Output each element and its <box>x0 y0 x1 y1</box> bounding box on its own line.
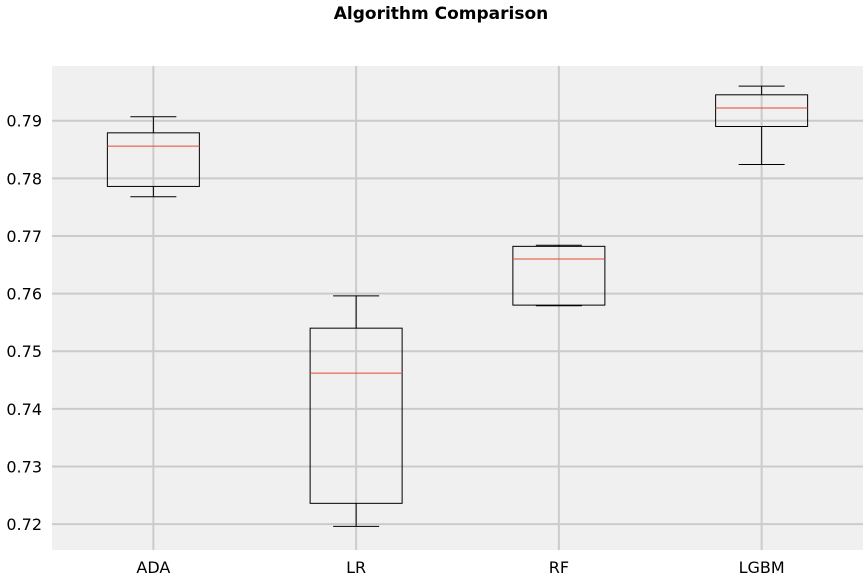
x-axis-ticks: ADA LR RF LGBM <box>136 558 784 577</box>
x-tick-label: LR <box>346 558 366 577</box>
box-iqr <box>309 327 403 504</box>
box-rf <box>512 244 606 307</box>
x-tick-label: ADA <box>136 558 170 577</box>
chart-title: Algorithm Comparison <box>333 4 549 24</box>
box-lr <box>309 295 403 527</box>
y-tick-label: 0.72 <box>6 515 42 534</box>
box-iqr <box>512 245 606 306</box>
y-tick-label: 0.74 <box>6 400 42 419</box>
y-tick-label: 0.73 <box>6 457 42 476</box>
y-tick-label: 0.78 <box>6 169 42 188</box>
y-tick-label: 0.77 <box>6 227 42 246</box>
plot-background <box>52 66 863 550</box>
y-tick-label: 0.75 <box>6 342 42 361</box>
box-ada <box>106 116 200 198</box>
y-axis-ticks: 0.72 0.73 0.74 0.75 0.76 0.77 0.78 0.79 <box>6 112 42 534</box>
box-iqr <box>106 132 200 187</box>
y-tick-label: 0.79 <box>6 112 42 131</box>
y-tick-label: 0.76 <box>6 285 42 304</box>
x-tick-label: LGBM <box>739 558 785 577</box>
box-lgbm <box>715 85 809 166</box>
x-tick-label: RF <box>549 558 569 577</box>
box-iqr <box>715 94 809 127</box>
boxes <box>106 85 809 527</box>
